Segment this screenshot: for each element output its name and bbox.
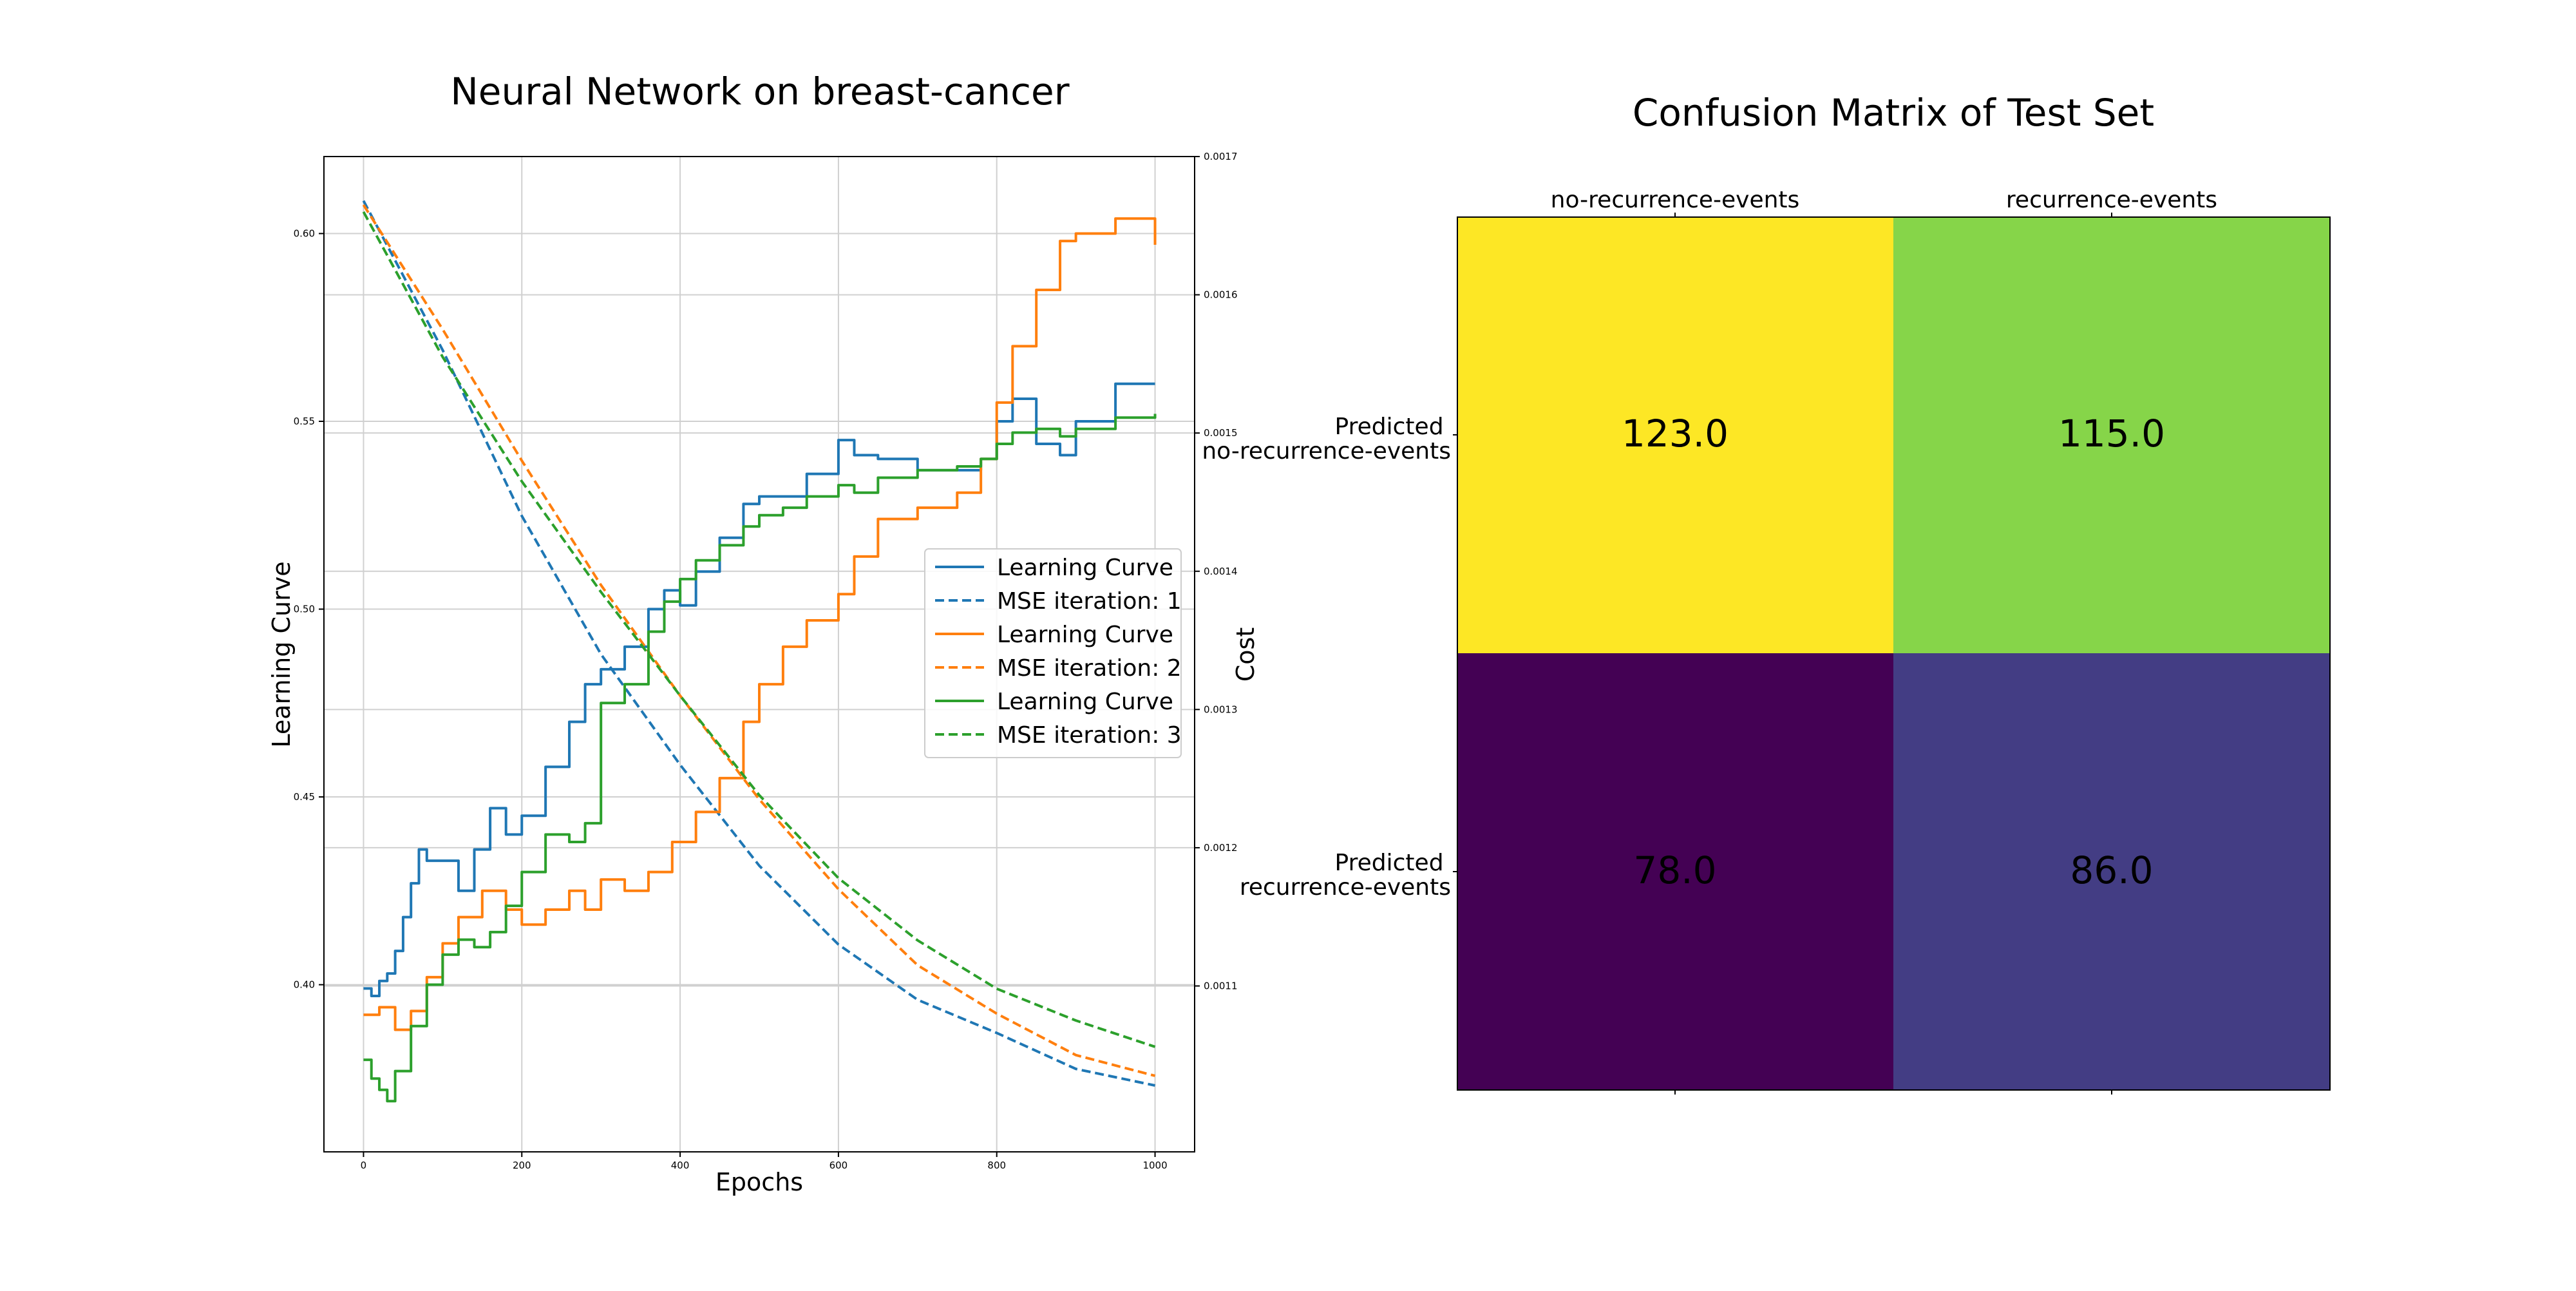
cell-1-1 <box>1893 653 2330 1090</box>
row-label: Predicted no-recurrence-events <box>1202 414 1451 464</box>
legend-box <box>924 548 1182 758</box>
y2-tick-label: 0.0016 <box>1204 289 1238 301</box>
legend-entries: Learning Curve MSE iteration: 1 Learning C… <box>935 555 1182 749</box>
legend-label: Learning Curve <box>997 622 1173 648</box>
x-tick-label: 200 <box>513 1160 531 1171</box>
y-tick-label: 0.45 <box>294 791 315 803</box>
legend-label: MSE iteration: 3 <box>997 722 1182 749</box>
y-axis-label: Learning Curve <box>267 561 296 747</box>
cell-1-0 <box>1457 653 1893 1090</box>
y2-tick-label: 0.0012 <box>1204 842 1238 854</box>
legend: Learning Curve MSE iteration: 1 Learning C… <box>924 548 1182 758</box>
y2-tick-label: 0.0013 <box>1204 703 1238 715</box>
series-line-4 <box>362 204 1156 1077</box>
y2-tick-label: 0.0014 <box>1204 566 1238 577</box>
column-label: no-recurrence-events <box>1551 187 1800 213</box>
x-tick-label: 800 <box>987 1160 1006 1171</box>
row-label-line: Predicted <box>1335 414 1444 440</box>
series-line-6 <box>362 211 1156 1048</box>
row-label: Predicted recurrence-events <box>1240 850 1451 901</box>
x-tick-label: 0 <box>361 1160 367 1171</box>
x-tick-label: 1000 <box>1142 1160 1167 1171</box>
series-line-5 <box>363 414 1157 1103</box>
y2-tick-label: 0.0011 <box>1204 980 1238 992</box>
y2-axis-ticks: 0.0011 0.0012 0.0013 0.0014 0.0015 0.0016 0.00… <box>1195 151 1238 992</box>
cell-value: 78.0 <box>1633 848 1716 892</box>
column-label: recurrence-events <box>2006 187 2217 213</box>
x-axis-ticks: 0 200 400 600 800 1000 <box>361 1152 1168 1171</box>
x-tick-label: 600 <box>829 1160 848 1171</box>
chart-title: Confusion Matrix of Test Set <box>1633 91 2154 135</box>
series-layer <box>362 200 1157 1103</box>
y2-tick-label: 0.0015 <box>1204 427 1238 439</box>
y-tick-label: 0.60 <box>294 228 315 240</box>
y2-tick-label: 0.0017 <box>1204 151 1238 162</box>
confusion-matrix-chart: Confusion Matrix of Test Set 123.0 115.0… <box>1202 91 2331 1095</box>
y-tick-label: 0.40 <box>294 979 315 991</box>
legend-label: Learning Curve <box>997 689 1173 715</box>
chart-title: Neural Network on breast-cancer <box>450 70 1069 113</box>
learning-curve-chart: Neural Network on breast-cancer 0 200 400 6… <box>267 70 1260 1196</box>
cell-0-0 <box>1457 217 1893 653</box>
row-label-line: recurrence-events <box>1240 874 1451 901</box>
row-label-line: Predicted <box>1335 850 1444 876</box>
x-tick-label: 400 <box>671 1160 690 1171</box>
cell-value: 86.0 <box>2070 848 2153 892</box>
y-tick-label: 0.50 <box>294 604 315 615</box>
cell-0-1 <box>1893 217 2330 653</box>
legend-label: Learning Curve <box>997 555 1173 581</box>
matrix-frame <box>1457 216 2331 1091</box>
plot-frame <box>323 156 1195 1152</box>
y2-axis-label: Cost <box>1231 627 1260 682</box>
legend-label: MSE iteration: 2 <box>997 655 1182 682</box>
x-axis-label: Epochs <box>715 1168 803 1196</box>
y-tick-label: 0.55 <box>294 416 315 427</box>
legend-label: MSE iteration: 1 <box>997 588 1182 615</box>
cell-value: 123.0 <box>1622 412 1728 455</box>
row-label-line: no-recurrence-events <box>1202 438 1451 464</box>
series-line-3 <box>363 217 1157 1031</box>
y-axis-ticks: 0.40 0.45 0.50 0.55 0.60 <box>294 228 324 991</box>
series-line-2 <box>362 200 1155 1087</box>
cell-value: 115.0 <box>2058 412 2165 455</box>
